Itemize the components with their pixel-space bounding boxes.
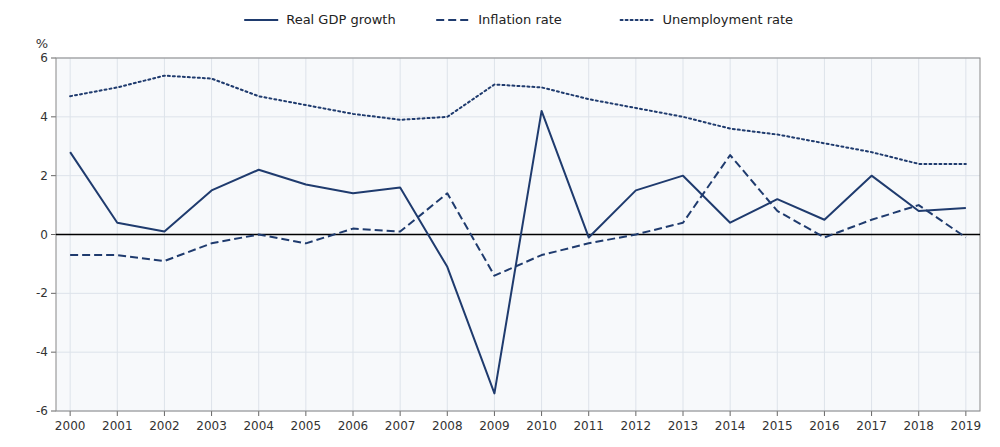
x-tick-label: 2015: [762, 419, 793, 433]
legend-swatch: [621, 19, 655, 21]
x-tick: [494, 411, 495, 416]
legend-label: Unemployment rate: [663, 12, 793, 27]
x-tick-label: 2012: [621, 419, 652, 433]
x-tick: [635, 411, 636, 416]
x-tick: [965, 411, 966, 416]
legend-label: Real GDP growth: [286, 12, 395, 27]
legend: Real GDP growth Inflation rate Unemploymen…: [244, 12, 793, 27]
x-tick: [211, 411, 212, 416]
y-tick-label: 4: [40, 110, 48, 124]
legend-label: Inflation rate: [478, 12, 562, 27]
x-tick-label: 2014: [715, 419, 746, 433]
x-tick-label: 2018: [903, 419, 934, 433]
y-tick-label: 6: [40, 51, 48, 65]
x-tick-label: 2001: [102, 419, 133, 433]
x-tick: [353, 411, 354, 416]
y-tick: [51, 234, 56, 235]
x-tick: [541, 411, 542, 416]
x-tick: [400, 411, 401, 416]
y-grid-line: [56, 175, 980, 176]
plot-frame: [56, 58, 980, 411]
x-tick-label: 2003: [196, 419, 227, 433]
chart: -6 -4 -2 0 2 4 6 2000 2001 2002 2003 2004 2005 2006 20…: [0, 0, 1000, 447]
axes: -6 -4 -2 0 2 4 6 2000 2001 2002 2003 2004 2005 2006 20…: [36, 51, 981, 433]
x-tick: [588, 411, 589, 416]
lines: [56, 76, 980, 394]
series-line: [70, 76, 966, 164]
x-tick: [70, 411, 71, 416]
y-tick: [51, 58, 56, 59]
legend-swatch: [244, 19, 278, 21]
series-line: [70, 111, 966, 393]
x-tick: [871, 411, 872, 416]
x-tick-label: 2007: [385, 419, 416, 433]
series-line: [70, 155, 966, 276]
x-tick: [305, 411, 306, 416]
y-grid-line: [56, 352, 980, 353]
x-tick-label: 2004: [243, 419, 274, 433]
x-tick: [824, 411, 825, 416]
legend-swatch: [436, 19, 470, 21]
y-grid-line: [56, 293, 980, 294]
x-tick: [918, 411, 919, 416]
x-tick-label: 2008: [432, 419, 463, 433]
x-tick-label: 2006: [338, 419, 369, 433]
x-tick-label: 2016: [809, 419, 840, 433]
y-tick: [51, 411, 56, 412]
x-tick-label: 2019: [951, 419, 982, 433]
x-tick-label: 2002: [149, 419, 180, 433]
grid: [56, 58, 980, 411]
y-tick-label: -4: [36, 345, 48, 359]
y-tick-label: -6: [36, 404, 48, 418]
y-tick-label: 2: [40, 169, 48, 183]
zero-line: [56, 234, 980, 236]
y-tick-label: 0: [40, 228, 48, 242]
x-tick-label: 2013: [668, 419, 699, 433]
y-tick: [51, 352, 56, 353]
y-tick: [51, 116, 56, 117]
x-tick: [447, 411, 448, 416]
y-grid-line: [56, 234, 980, 235]
y-tick: [51, 293, 56, 294]
x-tick: [730, 411, 731, 416]
x-tick-label: 2010: [526, 419, 557, 433]
x-tick: [258, 411, 259, 416]
y-grid-line: [56, 116, 980, 117]
x-tick-label: 2000: [55, 419, 86, 433]
plot-area: [56, 58, 980, 411]
x-tick: [777, 411, 778, 416]
x-tick-label: 2009: [479, 419, 510, 433]
y-tick-label: -2: [36, 286, 48, 300]
x-tick-label: 2005: [291, 419, 322, 433]
x-tick-label: 2011: [573, 419, 604, 433]
x-tick: [117, 411, 118, 416]
y-tick: [51, 175, 56, 176]
x-tick: [164, 411, 165, 416]
x-tick: [683, 411, 684, 416]
x-tick-label: 2017: [856, 419, 887, 433]
y-axis-label: %: [36, 36, 48, 51]
